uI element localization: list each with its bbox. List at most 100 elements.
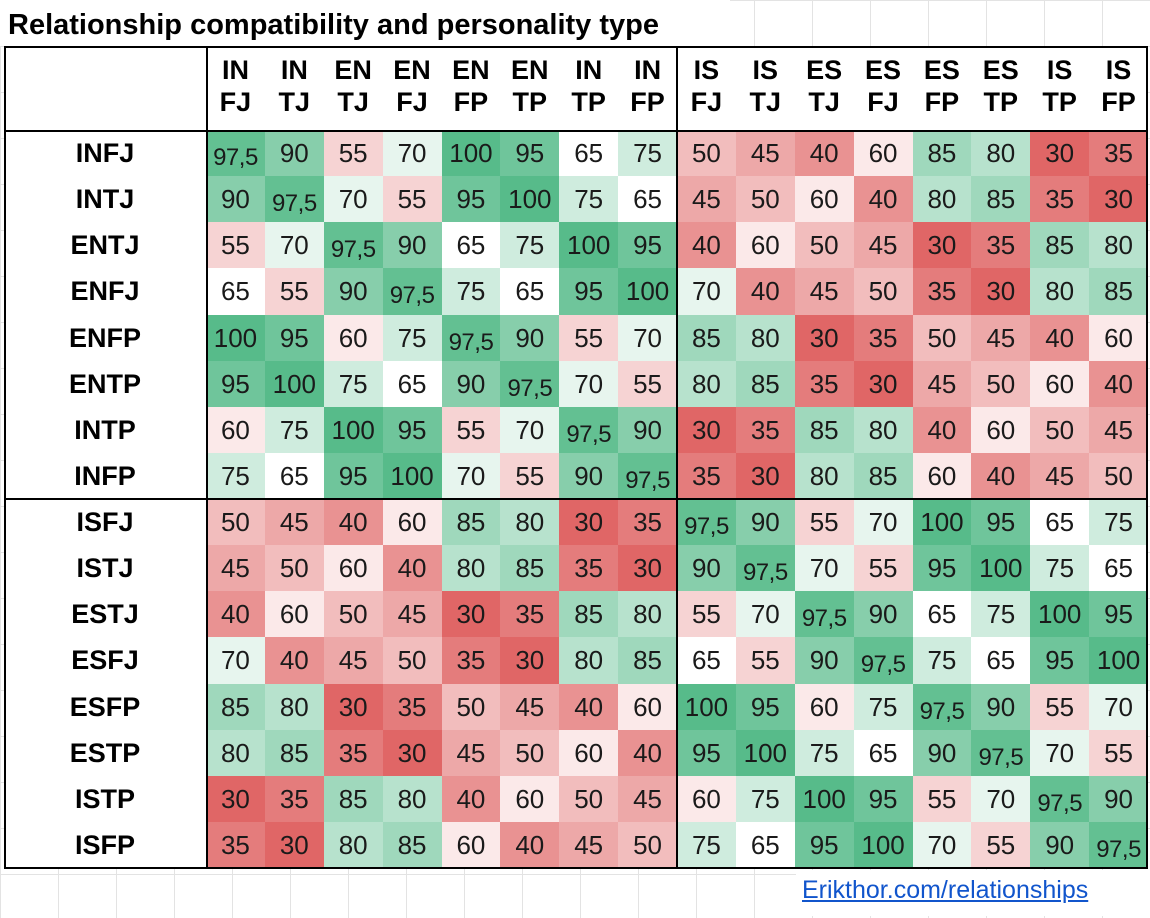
heatmap-cell: 75	[677, 821, 736, 868]
heatmap-cell: 45	[971, 314, 1031, 361]
heatmap-cell: 100	[500, 176, 560, 223]
heatmap-cell: 70	[1089, 683, 1148, 730]
heatmap-cell: 75	[323, 360, 383, 407]
heatmap-cell: 40	[382, 545, 442, 592]
heatmap-cell: 70	[264, 222, 324, 269]
quadrant-divider-vertical	[676, 46, 678, 868]
heatmap-cell: 45	[735, 130, 795, 177]
heatmap-cell: 80	[971, 130, 1031, 177]
header-divider	[4, 130, 1148, 132]
column-header-line: TP	[983, 87, 1019, 117]
heatmap-cell: 60	[618, 683, 677, 730]
heatmap-cell: 75	[500, 222, 560, 269]
column-header: IN TP	[559, 46, 619, 130]
heatmap-cell: 80	[1030, 268, 1090, 315]
row-label: ISTP	[4, 775, 206, 822]
heatmap-cell: 30	[912, 222, 972, 269]
heatmap-cell: 45	[618, 775, 677, 822]
source-link[interactable]: Erikthor.com/relationships	[802, 876, 1089, 904]
heatmap-cell: 90	[794, 637, 854, 684]
heatmap-cell: 75	[912, 637, 972, 684]
heatmap-cell: 90	[323, 268, 383, 315]
heatmap-cell: 65	[677, 637, 736, 684]
heatmap-cell: 40	[853, 176, 913, 223]
column-header: ES FJ	[853, 46, 913, 130]
border-left	[4, 46, 6, 868]
heatmap-cell: 40	[677, 222, 736, 269]
column-header-line: EN	[393, 55, 431, 85]
heatmap-cell: 30	[206, 775, 265, 822]
heatmap-cell: 45	[559, 821, 619, 868]
heatmap-cell: 97,5	[794, 591, 854, 638]
heatmap-cell: 90	[1030, 821, 1090, 868]
heatmap-cell: 80	[206, 729, 265, 776]
heatmap-cell: 95	[382, 406, 442, 453]
heatmap-cell: 55	[677, 591, 736, 638]
heatmap-cell: 70	[618, 314, 677, 361]
heatmap-cell: 90	[500, 314, 560, 361]
heatmap-cell: 30	[971, 268, 1031, 315]
heatmap-cell: 97,5	[500, 360, 560, 407]
heatmap-cell: 80	[441, 545, 501, 592]
column-header: IN TJ	[264, 46, 324, 130]
heatmap-cell: 65	[853, 729, 913, 776]
heatmap-cell: 100	[735, 729, 795, 776]
column-header: IS TP	[1030, 46, 1090, 130]
heatmap-cell: 97,5	[971, 729, 1031, 776]
heatmap-cell: 45	[441, 729, 501, 776]
heatmap-cell: 70	[1030, 729, 1090, 776]
column-header-line: FJ	[219, 87, 252, 117]
column-header-line: IN	[221, 55, 249, 85]
column-header: ES TP	[971, 46, 1031, 130]
heatmap-cell: 55	[618, 360, 677, 407]
heatmap-cell: 60	[1089, 314, 1148, 361]
heatmap-cell: 75	[1030, 545, 1090, 592]
row-label: ENTP	[4, 360, 206, 407]
heatmap-cell: 60	[853, 130, 913, 177]
heatmap-cell: 85	[382, 821, 442, 868]
heatmap-cell: 90	[441, 360, 501, 407]
heatmap-cell: 70	[677, 268, 736, 315]
heatmap-cell: 40	[1030, 314, 1090, 361]
heatmap-cell: 35	[559, 545, 619, 592]
heatmap-cell: 50	[264, 545, 324, 592]
heatmap-cell: 97,5	[559, 406, 619, 453]
column-header-line: TJ	[749, 87, 782, 117]
heatmap-cell: 70	[500, 406, 560, 453]
heatmap-cell: 40	[206, 591, 265, 638]
heatmap-cell: 55	[1089, 729, 1148, 776]
heatmap-cell: 90	[971, 683, 1031, 730]
row-label: ESFJ	[4, 637, 206, 684]
heatmap-cell: 95	[618, 222, 677, 269]
heatmap-cell: 85	[500, 545, 560, 592]
heatmap-cell: 55	[1030, 683, 1090, 730]
heatmap-cell: 50	[853, 268, 913, 315]
heatmap-cell: 65	[559, 130, 619, 177]
heatmap-cell: 85	[971, 176, 1031, 223]
heatmap-cell: 100	[441, 130, 501, 177]
heatmap-cell: 60	[500, 775, 560, 822]
border-bottom	[4, 867, 1148, 869]
heatmap-cell: 95	[677, 729, 736, 776]
heatmap-cell: 60	[735, 222, 795, 269]
heatmap-cell: 50	[971, 360, 1031, 407]
column-header: EN FP	[441, 46, 501, 130]
corner-cell	[4, 46, 206, 130]
heatmap-cell: 45	[206, 545, 265, 592]
heatmap-cell: 90	[559, 452, 619, 499]
heatmap-cell: 70	[559, 360, 619, 407]
row-label: ESTP	[4, 729, 206, 776]
heatmap-cell: 40	[441, 775, 501, 822]
heatmap-cell: 90	[264, 130, 324, 177]
column-header-line: TP	[1042, 87, 1077, 117]
heatmap-cell: 85	[618, 637, 677, 684]
heatmap-cell: 90	[853, 591, 913, 638]
heatmap-cell: 97,5	[441, 314, 501, 361]
label-divider	[206, 46, 208, 868]
heatmap-cell: 60	[1030, 360, 1090, 407]
heatmap-cell: 30	[618, 545, 677, 592]
heatmap-cell: 50	[206, 499, 265, 546]
heatmap-cell: 90	[677, 545, 736, 592]
heatmap-cell: 85	[323, 775, 383, 822]
heatmap-cell: 95	[1030, 637, 1090, 684]
